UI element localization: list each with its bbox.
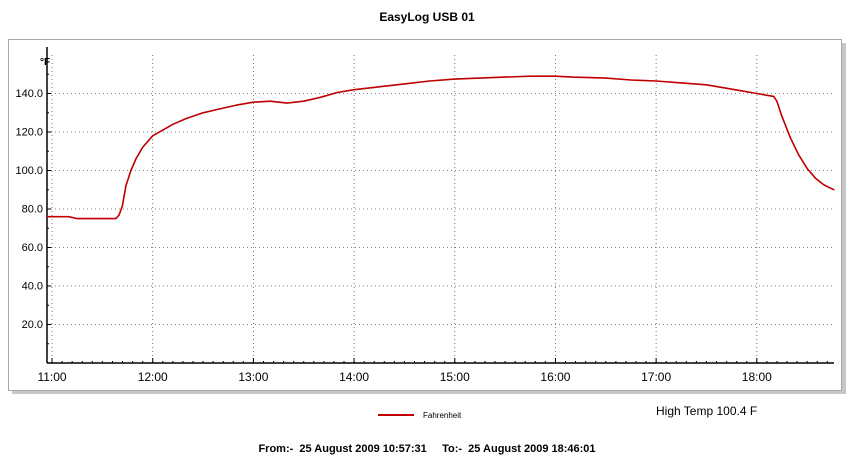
from-label: From:- bbox=[258, 443, 294, 455]
data-point bbox=[630, 79, 632, 81]
data-point bbox=[46, 216, 48, 218]
y-tick-label: 120.0 bbox=[15, 127, 43, 139]
data-point bbox=[823, 184, 825, 186]
y-tick-label: 40.0 bbox=[22, 281, 43, 293]
data-point bbox=[605, 77, 607, 79]
data-point bbox=[789, 137, 792, 139]
series-line-fahrenheit bbox=[47, 75, 835, 220]
x-tick-labels: 11:00 12:00 13:00 14:00 15:00 16:00 17:00 18:00 bbox=[37, 370, 772, 384]
data-point bbox=[172, 123, 174, 125]
data-point bbox=[798, 154, 800, 156]
grid-lines bbox=[47, 55, 834, 363]
data-point bbox=[479, 77, 481, 79]
data-point bbox=[722, 87, 724, 89]
legend-swatch-fahrenheit bbox=[378, 414, 414, 416]
from-date: 25 August 2009 10:57:31 bbox=[299, 443, 427, 455]
data-point bbox=[655, 80, 657, 82]
chart-frame bbox=[8, 39, 842, 391]
high-temp-label: High Temp 100.4 F bbox=[656, 404, 758, 418]
data-point bbox=[429, 80, 431, 82]
x-tick-label: 14:00 bbox=[339, 370, 369, 384]
x-tick-label: 11:00 bbox=[37, 370, 66, 384]
data-point bbox=[806, 168, 808, 170]
data-point bbox=[76, 218, 78, 220]
x-tick-label: 17:00 bbox=[641, 370, 671, 384]
legend: Fahrenheit bbox=[378, 408, 461, 422]
data-point bbox=[269, 100, 271, 102]
data-point bbox=[336, 91, 338, 94]
data-point bbox=[68, 216, 70, 218]
axes bbox=[46, 47, 834, 364]
data-point bbox=[814, 177, 817, 179]
data-point bbox=[118, 214, 120, 216]
x-tick-label: 16:00 bbox=[540, 370, 570, 384]
data-point bbox=[773, 95, 775, 97]
data-point bbox=[781, 116, 783, 118]
data-point bbox=[554, 75, 557, 77]
data-point bbox=[756, 92, 758, 95]
data-point bbox=[115, 218, 117, 220]
x-tick-label: 18:00 bbox=[742, 370, 772, 384]
y-tick-label: 100.0 bbox=[15, 165, 43, 177]
data-point bbox=[353, 89, 355, 91]
data-point bbox=[776, 100, 778, 102]
data-point bbox=[319, 96, 322, 98]
legend-label-fahrenheit: Fahrenheit bbox=[423, 410, 462, 420]
data-point bbox=[504, 76, 506, 78]
data-point bbox=[739, 90, 741, 92]
data-point bbox=[303, 100, 305, 102]
data-point bbox=[236, 104, 238, 106]
data-point bbox=[403, 83, 405, 85]
y-tick-label: 140.0 bbox=[15, 88, 43, 100]
y-tick-label: 20.0 bbox=[22, 319, 43, 331]
data-point bbox=[135, 158, 137, 160]
y-axis-label: °F bbox=[40, 57, 50, 68]
data-point bbox=[152, 135, 154, 137]
data-point bbox=[125, 185, 127, 187]
data-point bbox=[454, 78, 456, 80]
data-point bbox=[219, 108, 221, 110]
y-tick-labels: 20.0 40.0 60.0 80.0 100.0 120.0 140.0 bbox=[15, 88, 43, 331]
y-tick-label: 60.0 bbox=[22, 242, 43, 254]
x-tick-label: 13:00 bbox=[238, 370, 268, 384]
data-point bbox=[286, 102, 288, 104]
data-point bbox=[162, 129, 164, 131]
to-label: To:- bbox=[442, 443, 463, 455]
data-point bbox=[252, 101, 254, 103]
x-tick-label: 15:00 bbox=[440, 370, 470, 384]
data-point bbox=[705, 84, 708, 86]
data-point bbox=[130, 169, 132, 172]
data-point bbox=[121, 204, 124, 206]
data-point bbox=[529, 75, 531, 77]
x-tick-label: 12:00 bbox=[138, 370, 168, 384]
data-point bbox=[101, 218, 103, 220]
y-tick-label: 80.0 bbox=[22, 204, 43, 216]
data-point bbox=[833, 189, 835, 191]
series-layer bbox=[46, 75, 835, 220]
data-point bbox=[202, 112, 204, 114]
data-point bbox=[571, 76, 573, 78]
chart-title: EasyLog USB 01 bbox=[379, 10, 475, 24]
to-date: 25 August 2009 18:46:01 bbox=[468, 443, 596, 455]
data-point bbox=[142, 146, 144, 148]
data-point bbox=[378, 86, 380, 88]
data-point bbox=[185, 117, 187, 120]
data-point bbox=[680, 82, 682, 84]
date-range-footer: From:- 25 August 2009 10:57:31 To:- 25 A… bbox=[0, 443, 854, 455]
